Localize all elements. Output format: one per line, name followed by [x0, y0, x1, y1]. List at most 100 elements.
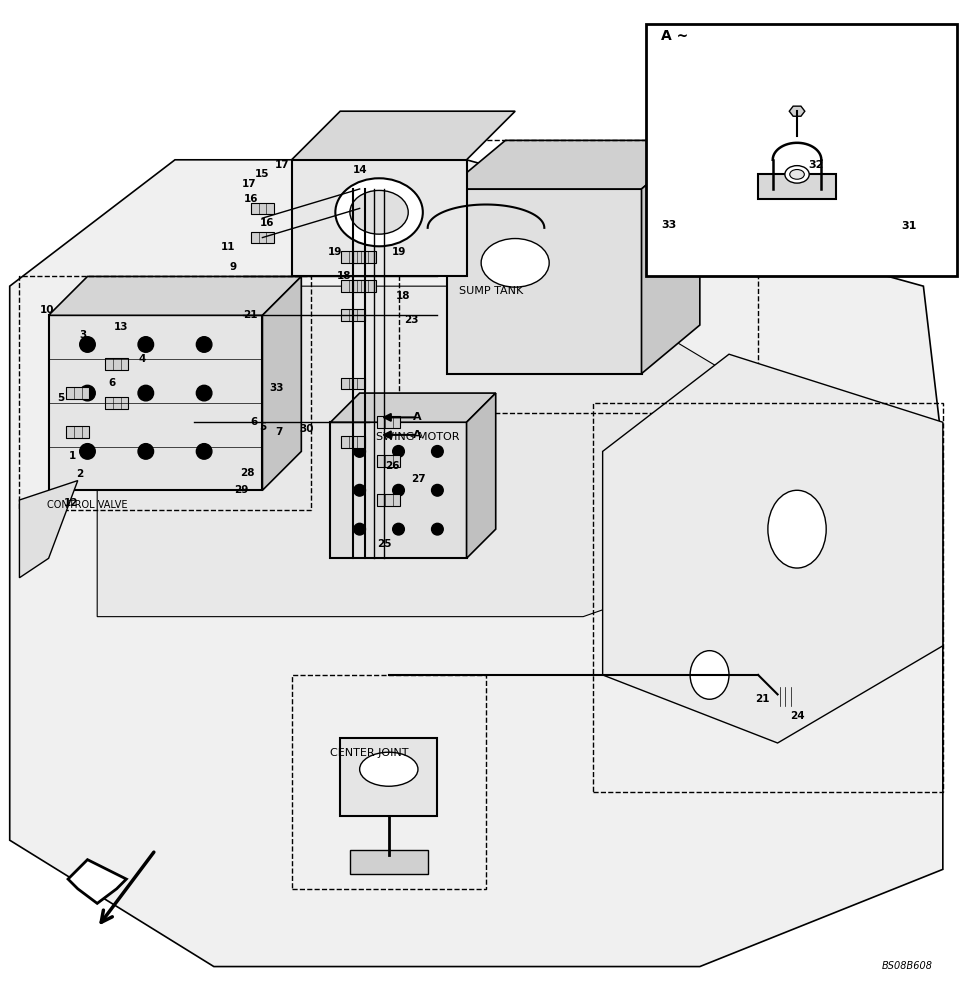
Bar — [758, 174, 836, 199]
Text: 16: 16 — [244, 194, 258, 204]
Text: 21: 21 — [755, 694, 769, 704]
Text: 9: 9 — [229, 262, 237, 272]
Text: 19: 19 — [392, 247, 405, 257]
Text: SWING MOTOR: SWING MOTOR — [376, 432, 460, 442]
Text: 18: 18 — [337, 271, 351, 281]
Polygon shape — [467, 393, 496, 558]
Polygon shape — [447, 140, 700, 189]
Circle shape — [80, 385, 95, 401]
Bar — [341, 251, 364, 263]
Bar — [353, 280, 376, 292]
Bar — [778, 687, 802, 706]
Ellipse shape — [768, 490, 826, 568]
Text: 21: 21 — [244, 310, 258, 320]
Bar — [66, 387, 89, 399]
Text: 16: 16 — [260, 218, 274, 228]
Circle shape — [138, 337, 154, 352]
Text: 28: 28 — [241, 468, 255, 478]
Polygon shape — [292, 111, 515, 160]
Ellipse shape — [785, 166, 809, 183]
Ellipse shape — [690, 651, 729, 699]
Text: 32: 32 — [809, 160, 824, 170]
Text: 12: 12 — [64, 498, 78, 508]
Polygon shape — [789, 106, 805, 116]
Text: A ~: A ~ — [661, 29, 688, 43]
Text: 23: 23 — [404, 315, 418, 325]
Circle shape — [196, 385, 212, 401]
Polygon shape — [330, 393, 496, 422]
Circle shape — [393, 523, 404, 535]
Circle shape — [80, 444, 95, 459]
Text: 2: 2 — [76, 469, 84, 479]
Polygon shape — [68, 860, 126, 903]
Text: A: A — [413, 430, 422, 440]
Circle shape — [196, 444, 212, 459]
Text: 26: 26 — [386, 461, 399, 471]
Polygon shape — [603, 354, 943, 743]
Circle shape — [393, 484, 404, 496]
Polygon shape — [262, 276, 301, 490]
Bar — [646, 24, 957, 276]
Text: SUMP TANK: SUMP TANK — [459, 286, 523, 296]
Text: 25: 25 — [377, 539, 391, 549]
Bar — [377, 494, 400, 506]
Bar — [447, 189, 642, 374]
Text: 4: 4 — [138, 354, 146, 364]
Circle shape — [432, 523, 443, 535]
Bar — [105, 397, 128, 409]
Polygon shape — [642, 140, 700, 374]
Text: 5: 5 — [259, 422, 266, 432]
Bar — [377, 455, 400, 467]
Bar — [593, 403, 943, 792]
Text: 10: 10 — [40, 305, 53, 315]
Text: 33: 33 — [661, 220, 677, 230]
Bar — [341, 280, 364, 292]
Bar — [292, 160, 467, 276]
Bar — [341, 378, 364, 389]
Bar — [292, 675, 486, 889]
Circle shape — [138, 385, 154, 401]
Bar — [340, 738, 437, 816]
Circle shape — [354, 446, 365, 457]
Text: A: A — [413, 412, 422, 422]
Text: 6: 6 — [108, 378, 116, 388]
Ellipse shape — [360, 752, 418, 786]
Ellipse shape — [789, 170, 804, 179]
Text: CONTROL VALVE: CONTROL VALVE — [48, 500, 127, 510]
Bar — [251, 232, 274, 243]
Polygon shape — [49, 276, 301, 315]
Text: 14: 14 — [352, 165, 367, 175]
Bar — [353, 251, 376, 263]
Circle shape — [196, 337, 212, 352]
Text: 3: 3 — [79, 330, 87, 340]
Circle shape — [432, 446, 443, 457]
Circle shape — [393, 446, 404, 457]
Bar — [377, 416, 400, 428]
Text: 13: 13 — [115, 322, 128, 332]
Text: 1: 1 — [69, 451, 77, 461]
Bar — [341, 436, 364, 448]
Circle shape — [138, 444, 154, 459]
Ellipse shape — [481, 239, 549, 287]
Circle shape — [432, 484, 443, 496]
Circle shape — [354, 484, 365, 496]
Text: 5: 5 — [57, 393, 65, 403]
Circle shape — [80, 337, 95, 352]
Text: 17: 17 — [241, 179, 257, 189]
Circle shape — [354, 523, 365, 535]
Text: 6: 6 — [250, 417, 258, 427]
Bar — [341, 309, 364, 321]
Text: 31: 31 — [901, 221, 917, 231]
Text: 27: 27 — [410, 474, 426, 484]
Bar — [19, 276, 311, 510]
Polygon shape — [97, 286, 778, 617]
Polygon shape — [10, 160, 943, 967]
Text: 15: 15 — [256, 169, 269, 179]
Bar — [350, 850, 428, 874]
Text: CENTER JOINT: CENTER JOINT — [330, 748, 408, 758]
Text: 33: 33 — [270, 383, 284, 393]
Text: BS08B608: BS08B608 — [883, 961, 933, 971]
Bar — [330, 422, 467, 558]
Text: 30: 30 — [299, 424, 313, 434]
Text: 29: 29 — [234, 485, 248, 495]
